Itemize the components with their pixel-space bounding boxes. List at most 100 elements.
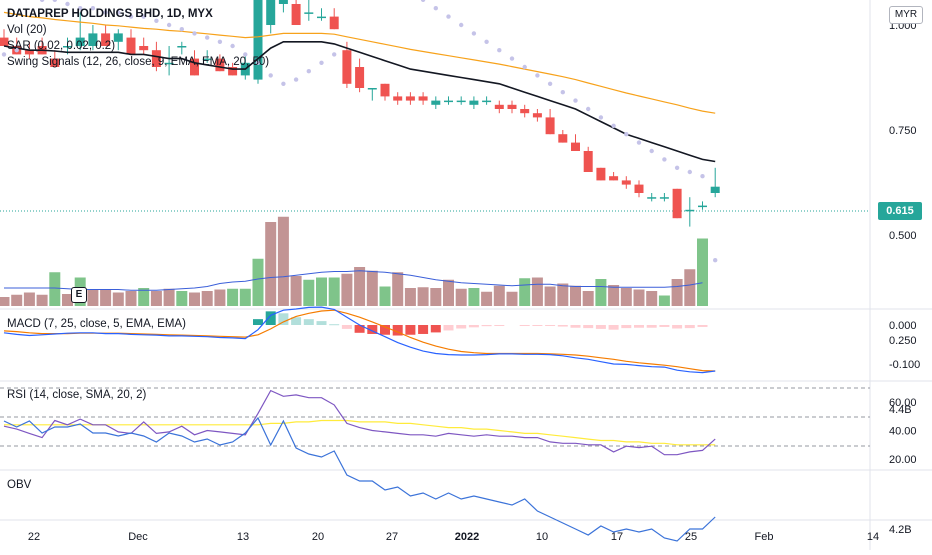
time-tick-label: 22 <box>28 531 40 543</box>
rsi-tick-label: 60.00 <box>889 397 917 409</box>
macd-histogram-bar <box>380 325 390 335</box>
volume-bar <box>201 291 213 306</box>
time-tick-label: 27 <box>386 531 398 543</box>
volume-bar <box>11 294 23 306</box>
volume-bar <box>620 288 632 306</box>
volume-bar <box>684 269 696 306</box>
sar-dot <box>179 27 184 32</box>
sar-dot <box>560 90 565 95</box>
candle-body <box>0 37 9 46</box>
macd-histogram-bar <box>278 313 289 325</box>
volume-bar <box>404 288 416 306</box>
sar-dot <box>459 22 464 28</box>
rsi-pane-label[interactable]: RSI (14, close, SMA, 20, 2) <box>7 389 147 401</box>
macd-histogram-bar <box>494 325 505 326</box>
volume-bar <box>697 238 708 306</box>
time-tick-label: 10 <box>536 531 548 543</box>
macd-histogram-bar <box>481 325 492 327</box>
sar-dot <box>90 6 96 11</box>
sar-dot <box>713 258 718 263</box>
volume-bar <box>341 273 353 306</box>
candle-body <box>571 142 580 151</box>
sar-dot <box>243 52 248 57</box>
macd-histogram-bar <box>532 325 543 326</box>
volume-bar <box>658 295 670 306</box>
sar-dot <box>230 43 235 49</box>
volume-bar <box>443 279 454 306</box>
volume-bar <box>252 258 264 306</box>
volume-bar <box>36 294 48 306</box>
candle-body <box>228 67 238 76</box>
earnings-marker[interactable]: E <box>71 287 87 303</box>
volume-bar <box>87 289 99 306</box>
macd-histogram-bar <box>672 325 683 329</box>
macd-histogram-bar <box>519 325 530 326</box>
volume-bar <box>646 291 658 306</box>
sar-dot <box>268 73 273 78</box>
current-price-badge: 0.615 <box>878 202 922 220</box>
sar-dot <box>103 10 108 15</box>
macd-histogram-bar <box>570 325 581 328</box>
candle-body <box>190 58 199 76</box>
volume-bar <box>595 279 607 306</box>
sar-dot <box>471 31 477 36</box>
sar-dot <box>116 10 121 15</box>
sar-dot <box>509 56 515 61</box>
volume-bar <box>379 286 391 306</box>
sar-dot <box>433 6 438 11</box>
currency-badge[interactable]: MYR <box>889 6 923 24</box>
time-tick-label: 17 <box>611 531 623 543</box>
volume-bar <box>354 267 366 306</box>
volume-bar <box>125 291 137 306</box>
macd-histogram-bar <box>430 325 441 333</box>
candle-body <box>266 0 276 25</box>
sar-dot <box>420 0 426 2</box>
volume-bar <box>493 285 505 306</box>
indicator-vol-label[interactable]: Vol (20) <box>7 24 47 36</box>
volume-bar <box>112 292 124 306</box>
rsi-tick-label: 40.00 <box>889 426 917 438</box>
candle-body <box>50 58 60 67</box>
volume-bar <box>49 272 61 306</box>
indicator-swing-label[interactable]: Swing Signals (12, 26, close, 9, EMA, EM… <box>7 56 270 68</box>
obv-pane-label[interactable]: OBV <box>7 479 32 491</box>
sar-dot <box>687 169 692 175</box>
candle-body <box>583 151 593 172</box>
sar-dot <box>52 0 57 2</box>
macd-histogram-bar <box>608 325 619 330</box>
sar-dot <box>39 0 45 2</box>
volume-bar <box>163 288 175 306</box>
sar-dot <box>281 81 286 87</box>
volume-bar <box>227 288 239 306</box>
macd-histogram-bar <box>418 325 429 334</box>
indicator-sar-label[interactable]: SAR (0.02, 0.02, 0.2) <box>7 40 116 52</box>
sar-dot <box>636 140 642 145</box>
volume-bar <box>557 283 569 306</box>
volume-bar <box>0 297 10 306</box>
sar-dot <box>128 14 134 19</box>
volume-bar <box>671 279 683 306</box>
candle-body <box>545 117 555 135</box>
sar-dot <box>624 132 629 137</box>
sar-dot <box>649 148 654 154</box>
candle-body <box>405 96 415 101</box>
volume-bar <box>214 289 226 306</box>
volume-bar <box>138 288 150 306</box>
sar-dot <box>674 165 680 170</box>
volume-bar <box>239 288 251 306</box>
macd-histogram-bar <box>583 325 594 329</box>
candle-body <box>113 33 123 42</box>
obv-tick-label: 4.4B <box>889 404 912 416</box>
macd-histogram-bar <box>468 325 479 328</box>
candle-body <box>482 100 492 103</box>
obv-line <box>3 416 716 542</box>
volume-bar <box>506 291 518 306</box>
macd-histogram-bar <box>697 325 708 327</box>
macd-pane-label[interactable]: MACD (7, 25, close, 5, EMA, EMA) <box>7 318 186 330</box>
volume-bar <box>468 288 480 306</box>
candle-body <box>101 33 111 46</box>
ema-slow-line <box>3 11 716 114</box>
volume-bar <box>100 289 112 306</box>
